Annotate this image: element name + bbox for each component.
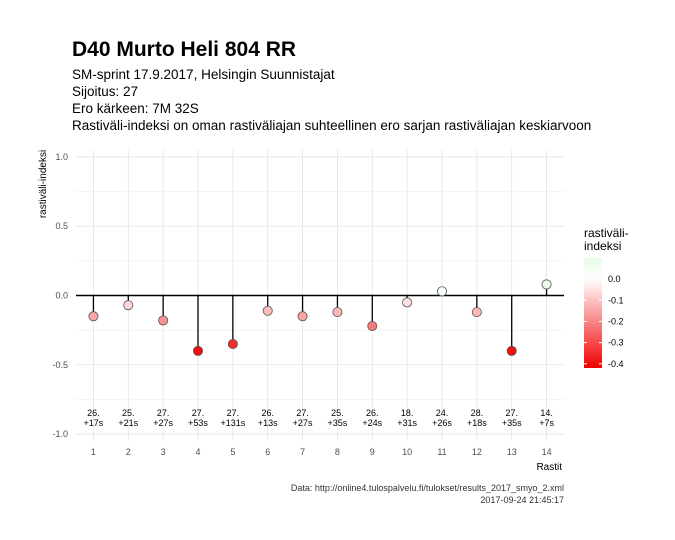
x-tick-label: 11 [437,447,446,457]
x-tick-label: 7 [300,447,305,457]
point-annotation: +35s [502,418,522,428]
point-annotation: 14. [540,408,553,418]
y-tick-label: 0.5 [55,221,68,231]
point-annotation: 26. [366,408,379,418]
point-annotation: 18. [401,408,414,418]
x-tick-label: 10 [402,447,412,457]
point-annotation: 27. [505,408,518,418]
legend-tick-label: -0.1 [608,295,624,305]
point-annotation: +21s [118,418,138,428]
x-tick-label: 4 [195,447,200,457]
subtitle-line: Rastiväli-indeksi on oman rastiväliajan … [72,118,591,133]
y-axis-ticks: -1.0 -0.5 0.0 0.5 1.0 [52,152,68,439]
x-tick-label: 14 [542,447,552,457]
y-tick-label: -1.0 [52,429,68,439]
x-tick-label: 1 [91,447,96,457]
point-annotation: +27s [293,418,313,428]
data-points [88,279,552,356]
x-axis-ticks: 1 2 3 4 5 6 7 8 9 10 11 12 13 14 [91,447,552,457]
data-point [471,307,482,318]
data-point [506,345,517,356]
point-annotation: 27. [227,408,240,418]
point-annotation: +17s [84,418,104,428]
x-axis-label: Rastit [536,462,562,473]
point-annotation: +27s [153,418,173,428]
legend-title: rastiväli- [584,226,629,240]
legend-colorbar [584,258,602,368]
data-point [332,307,343,318]
chart-title: D40 Murto Heli 804 RR [72,38,296,61]
point-annotation: 28. [471,408,484,418]
x-tick-label: 9 [370,447,375,457]
point-annotation: +18s [467,418,487,428]
y-axis-label: rastiväli-indeksi [38,150,49,218]
x-tick-label: 13 [507,447,517,457]
legend-tick-label: -0.4 [608,359,624,369]
timestamp-caption: 2017-09-24 21:45:17 [480,495,564,505]
source-caption: Data: http://online4.tulospalvelu.fi/tul… [291,483,564,493]
data-point [227,338,238,349]
legend-title: indeksi [584,239,621,253]
point-annotation: +13s [258,418,278,428]
point-annotation: 27. [192,408,205,418]
point-annotation: +7s [539,418,554,428]
y-tick-label: 1.0 [55,152,68,162]
point-annotation: +35s [328,418,348,428]
data-point [436,286,447,297]
data-point [88,311,99,322]
point-annotation: 27. [157,408,170,418]
x-tick-label: 2 [126,447,131,457]
data-point [158,315,169,326]
point-annotation: +53s [188,418,208,428]
point-annotation: 26. [87,408,100,418]
data-point [192,345,203,356]
point-annotation: 24. [436,408,449,418]
data-point [262,305,273,316]
subtitle-line: Ero kärkeen: 7M 32S [72,101,199,116]
point-annotation: 25. [331,408,344,418]
subtitle-line: SM-sprint 17.9.2017, Helsingin Suunnista… [72,67,335,82]
legend-tick-label: -0.3 [608,338,624,348]
x-tick-label: 6 [265,447,270,457]
x-tick-label: 8 [335,447,340,457]
point-annotation: 25. [122,408,135,418]
data-point [297,311,308,322]
data-point [367,320,378,331]
data-point [541,279,552,290]
x-tick-label: 5 [230,447,235,457]
subtitle-line: Sijoitus: 27 [72,84,138,99]
point-annotation: +131s [220,418,245,428]
y-tick-label: -0.5 [52,360,68,370]
legend-tick-label: -0.2 [608,316,624,326]
point-annotations: 26.+17s25.+21s27.+27s27.+53s27.+131s26.+… [84,408,555,428]
legend-tick-label: 0.0 [608,274,621,284]
point-annotation: +31s [397,418,417,428]
y-tick-label: 0.0 [55,291,68,301]
x-tick-label: 3 [161,447,166,457]
point-annotation: 26. [261,408,274,418]
color-legend: rastiväli-indeksi 0.0 -0.1 -0.2 -0.3 -0.4 [584,226,629,369]
chart-subtitle: SM-sprint 17.9.2017, Helsingin Suunnista… [72,67,591,133]
point-annotation: +24s [362,418,382,428]
point-annotation: 27. [296,408,309,418]
data-point [123,300,134,311]
x-tick-label: 12 [472,447,482,457]
point-annotation: +26s [432,418,452,428]
data-point [402,297,413,308]
